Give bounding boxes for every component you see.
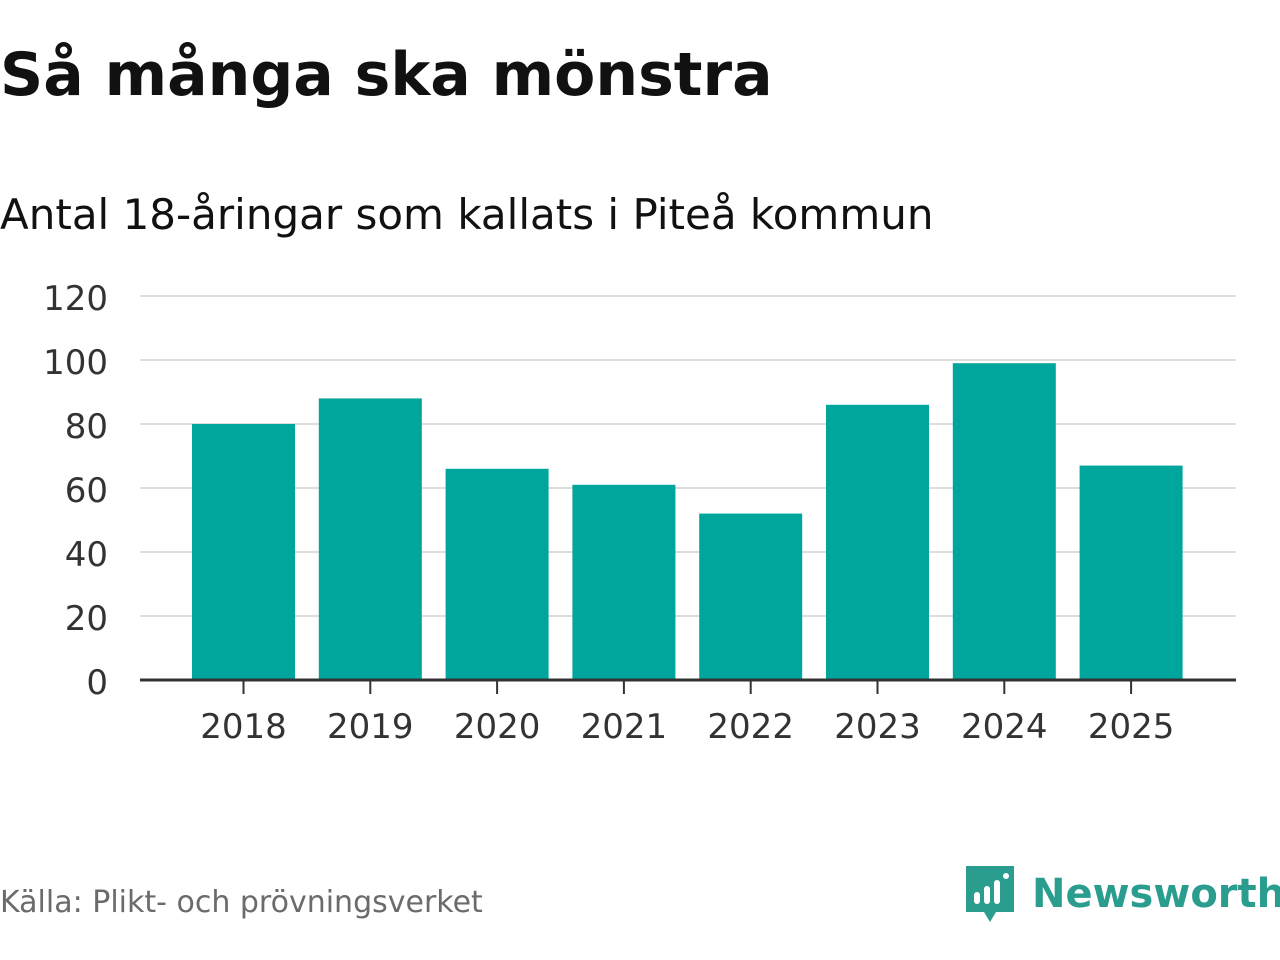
x-tick-label: 2022 [707,707,794,747]
x-axis-ticks: 2018 2019 2020 2021 2022 2023 2024 2025 [200,680,1174,747]
source-note: Källa: Plikt- och prövningsverket [0,885,483,920]
x-tick-label: 2024 [961,707,1048,747]
x-tick-label: 2019 [327,707,414,747]
bar-2020 [445,468,549,680]
newsworthy-logo: Newsworthy [962,862,1280,926]
bar-2019 [318,398,422,680]
y-axis-ticks: 0 20 40 60 80 100 120 [43,279,108,703]
y-tick-label: 20 [65,599,108,639]
bar-chart: 0 20 40 60 80 100 120 2018 2019 2020 2021 2022 2023… [43,279,1236,747]
newsworthy-logo-text: Newsworthy [1032,871,1280,917]
chart-subtitle: Antal 18-åringar som kallats i Piteå kom… [0,190,934,239]
bar-2021 [572,484,676,680]
bars [192,363,1183,680]
y-tick-label: 40 [65,535,108,575]
newsworthy-logo-icon [966,866,1014,922]
y-tick-label: 100 [43,343,108,383]
y-tick-label: 60 [65,471,108,511]
x-tick-label: 2025 [1088,707,1175,747]
x-tick-label: 2018 [200,707,287,747]
x-tick-label: 2020 [454,707,541,747]
bar-2018 [192,424,295,680]
bar-2022 [699,513,803,680]
chart-title: Så många ska mönstra [0,40,773,110]
bar-2023 [826,404,929,680]
x-tick-label: 2023 [834,707,921,747]
y-tick-label: 0 [86,663,108,703]
y-tick-label: 80 [65,407,108,447]
bar-2024 [952,363,1056,680]
x-tick-label: 2021 [581,707,668,747]
y-tick-label: 120 [43,279,108,319]
bar-2025 [1079,465,1183,680]
gridlines [140,295,1236,617]
